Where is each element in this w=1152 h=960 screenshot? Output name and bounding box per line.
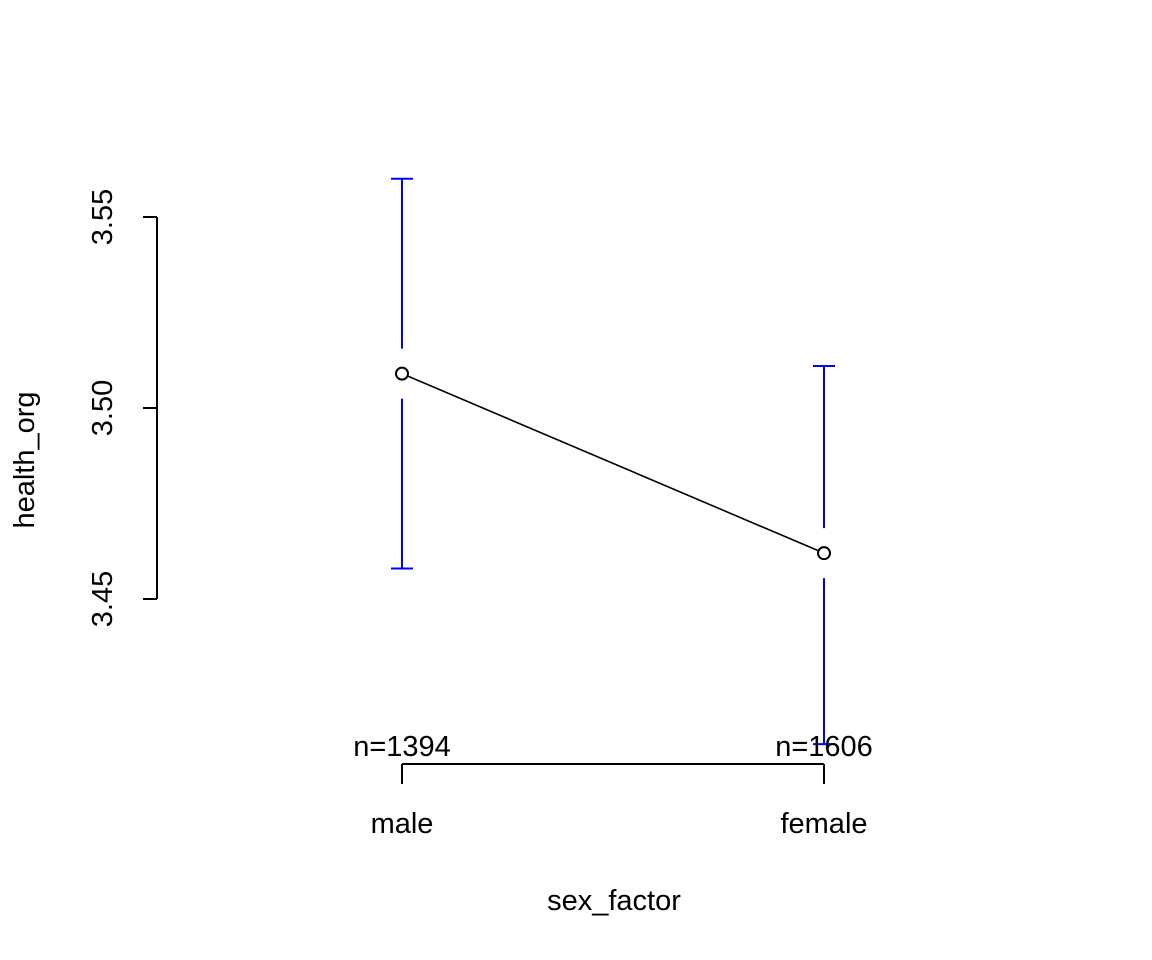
x-tick-label: male: [371, 808, 434, 840]
x-axis-title: sex_factor: [547, 885, 681, 917]
count-label: n=1394: [353, 731, 451, 763]
y-tick-label: 3.55: [87, 189, 119, 245]
data-point: [395, 366, 409, 381]
series-line: [408, 375, 818, 552]
y-tick-label: 3.45: [87, 571, 119, 627]
y-tick-label: 3.50: [87, 380, 119, 436]
x-axis: male female: [371, 763, 868, 840]
x-tick-label: female: [780, 808, 867, 840]
count-label: n=1606: [775, 731, 873, 763]
data-point: [817, 546, 831, 561]
series-layer: n=1394 n=1606: [353, 177, 873, 763]
y-axis: 3.45 3.50 3.55: [87, 189, 158, 627]
y-axis-title: health_org: [9, 391, 41, 528]
